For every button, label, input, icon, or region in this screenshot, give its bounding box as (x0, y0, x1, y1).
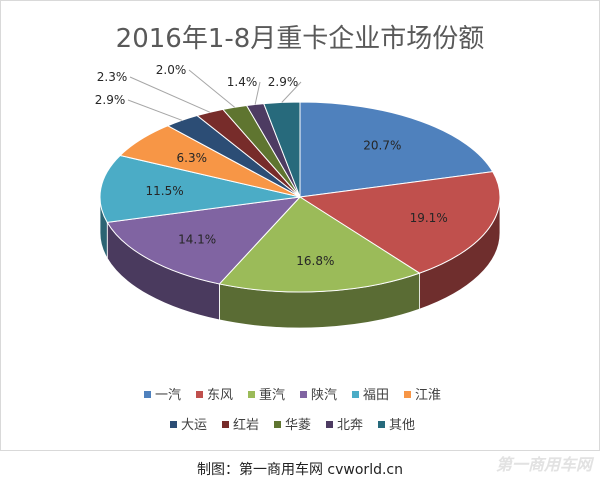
slice-1 (298, 171, 501, 274)
legend-swatch-1 (196, 391, 203, 398)
pie-tops (99, 101, 501, 293)
legend-swatch-0 (144, 391, 151, 398)
legend-swatch-3 (300, 391, 307, 398)
slice-3 (106, 196, 302, 285)
legend-label-4: 福田 (363, 388, 389, 403)
legend-swatch-2 (248, 391, 255, 398)
data-label-1: 19.1% (410, 211, 448, 225)
legend-swatch-6 (170, 421, 177, 428)
legend-label-0: 一汽 (155, 388, 181, 403)
data-labels: 20.7% 19.1% 16.8% 14.1% 11.5% 6.3% 2.9% 2.3% 2.0… (95, 63, 448, 268)
legend-swatch-10 (378, 421, 385, 428)
data-label-6: 2.9% (95, 93, 126, 107)
leader-line-8 (188, 69, 235, 108)
legend-label-9: 北奔 (337, 418, 363, 433)
slice-10 (263, 101, 301, 198)
data-label-10: 2.9% (268, 75, 299, 89)
legend-label-3: 陕汽 (311, 388, 337, 403)
leader-line-6 (127, 99, 183, 121)
leader-line-9 (254, 81, 261, 105)
leader-line-7 (129, 76, 210, 113)
legend-swatch-4 (352, 391, 359, 398)
watermark: 第一商用车网 (496, 455, 595, 474)
legend-swatch-5 (404, 391, 411, 398)
data-label-3: 14.1% (178, 232, 216, 246)
slice-4 (99, 154, 301, 223)
legend-label-5: 江淮 (415, 388, 441, 403)
leader-lines (127, 69, 302, 121)
legend-label-7: 红岩 (233, 417, 259, 433)
slice-0 (299, 101, 494, 198)
legend-swatch-7 (222, 421, 229, 428)
data-label-8: 2.0% (156, 63, 187, 77)
pie-slices (99, 101, 501, 329)
legend-label-6: 大运 (181, 418, 207, 433)
legend-label-2: 重汽 (259, 387, 285, 403)
legend-label-10: 其他 (389, 418, 415, 433)
legend-swatch-9 (326, 421, 333, 428)
slice-2 (218, 196, 421, 293)
data-label-2: 16.8% (296, 254, 334, 268)
data-label-4: 11.5% (146, 184, 184, 198)
leader-line-10 (281, 81, 302, 103)
data-label-9: 1.4% (227, 75, 258, 89)
legend-label-1: 东风 (207, 388, 233, 403)
data-label-5: 6.3% (177, 151, 208, 165)
data-label-7: 2.3% (97, 70, 128, 84)
credit-text: 制图：第一商用车网 cvworld.cn (197, 461, 403, 478)
data-label-0: 20.7% (363, 139, 401, 153)
legend-swatch-8 (274, 421, 281, 428)
chart-title: 2016年1-8月重卡企业市场份额 (116, 24, 485, 54)
legend-label-8: 华菱 (285, 418, 311, 433)
